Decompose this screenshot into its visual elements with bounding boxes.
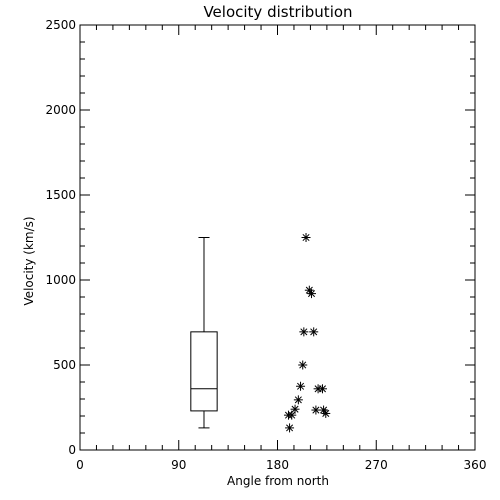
asterisk-stroke — [300, 328, 308, 336]
y-tick-label: 500 — [53, 358, 76, 372]
data-point — [293, 395, 303, 405]
chart-title: Velocity distribution — [203, 3, 352, 21]
y-tick-label: 0 — [68, 443, 76, 457]
x-tick-label: 360 — [464, 458, 487, 472]
data-point — [299, 327, 309, 337]
plot-frame — [79, 24, 476, 451]
asterisk-stroke — [299, 361, 307, 369]
data-point — [307, 289, 317, 299]
data-point — [321, 408, 331, 418]
x-tick-label: 270 — [365, 458, 388, 472]
minor-ticks — [80, 25, 475, 450]
y-tick-label: 2500 — [45, 18, 76, 32]
y-axis-label: Velocity (km/s) — [22, 216, 36, 305]
asterisk-stroke — [310, 328, 318, 336]
data-point — [301, 233, 311, 242]
asterisk-stroke — [318, 385, 327, 393]
asterisk-stroke — [305, 286, 313, 294]
data-point — [296, 381, 306, 391]
y-tick-label: 2000 — [45, 103, 76, 117]
asterisk-stroke — [294, 396, 302, 404]
x-tick-label: 90 — [171, 458, 186, 472]
y-tick-labels: 0 500 1000 1500 2000 2500 — [45, 18, 76, 457]
y-tick-label: 1000 — [45, 273, 76, 287]
box-iqr — [190, 331, 218, 412]
asterisk-stroke — [322, 409, 330, 417]
asterisk-stroke — [291, 405, 299, 413]
x-tick-label: 180 — [266, 458, 289, 472]
x-tick-label: 0 — [76, 458, 84, 472]
asterisk-stroke — [320, 406, 328, 414]
asterisk-stroke — [302, 233, 310, 242]
asterisk-stroke — [307, 290, 316, 298]
major-ticks — [79, 24, 476, 451]
asterisk-stroke — [297, 382, 305, 390]
data-point — [317, 384, 327, 394]
data-point — [311, 405, 321, 415]
data-point — [309, 327, 319, 337]
data-points — [283, 233, 331, 433]
data-point — [298, 360, 308, 370]
asterisk-stroke — [284, 411, 293, 419]
y-tick-label: 1500 — [45, 188, 76, 202]
asterisk-stroke — [286, 424, 294, 432]
x-tick-labels: 0 90 180 270 360 — [76, 458, 486, 472]
data-point — [290, 404, 300, 414]
asterisk-stroke — [312, 406, 320, 414]
boxplot — [190, 237, 218, 429]
data-point — [283, 410, 293, 420]
data-point — [285, 423, 295, 433]
x-axis-label: Angle from north — [227, 474, 329, 488]
